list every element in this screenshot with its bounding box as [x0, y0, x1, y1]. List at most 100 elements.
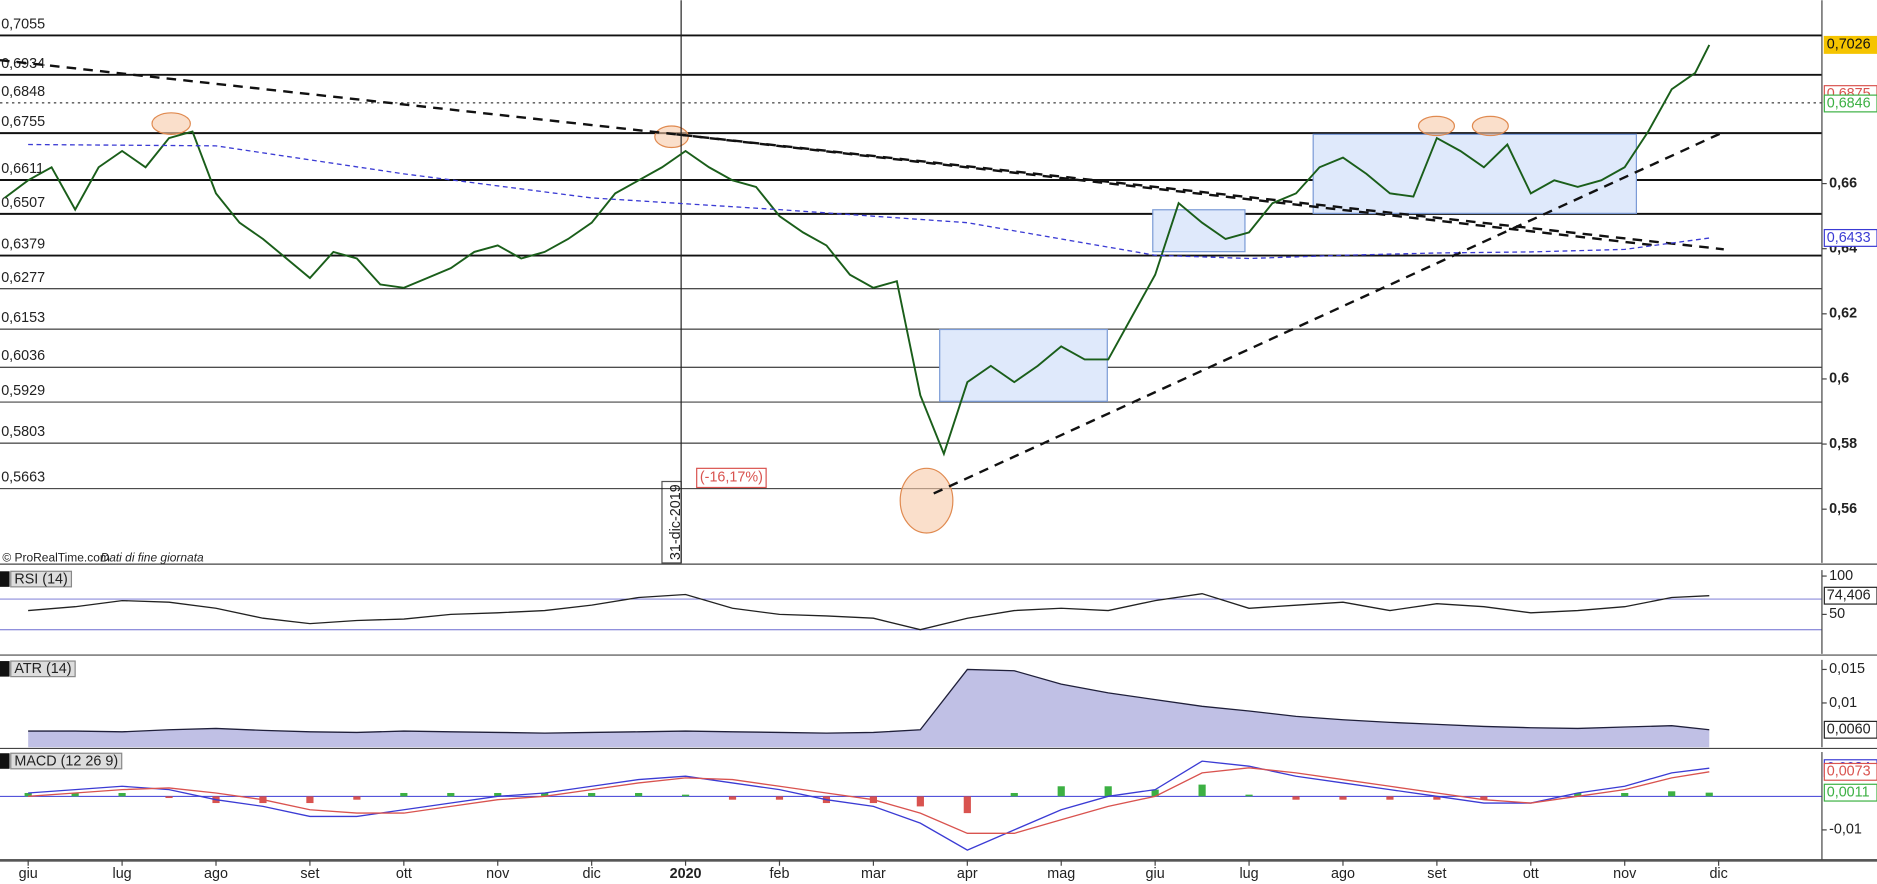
x-tick-label: dic	[582, 866, 600, 882]
histogram-bar	[1245, 794, 1253, 797]
panel-title: MACD (12 26 9)	[14, 753, 118, 769]
histogram-bar	[71, 792, 79, 797]
last-value-label: 74,406	[1827, 587, 1871, 603]
histogram-bar	[447, 792, 455, 797]
histogram-bar	[306, 796, 314, 804]
level-label: 0,5803	[1, 424, 45, 440]
histogram-bar	[400, 792, 408, 797]
panel-title: RSI (14)	[14, 571, 67, 587]
y-tick-label: 0,66	[1829, 175, 1857, 191]
histogram-bar	[916, 796, 924, 807]
x-tick-label: mar	[861, 866, 886, 882]
x-tick-label: dic	[1709, 866, 1727, 882]
panel-title: ATR (14)	[14, 661, 71, 677]
series-line	[28, 760, 1710, 851]
x-tick-label: lug	[113, 866, 132, 882]
histogram-bar	[775, 796, 784, 800]
histogram-bar	[118, 792, 126, 797]
last-value-label: 0,0073	[1827, 764, 1871, 780]
series-line	[4, 44, 1711, 457]
x-tick-label: set	[300, 866, 319, 882]
last-value-label: 0,6846	[1827, 95, 1871, 111]
level-label: 0,6379	[1, 237, 45, 253]
y-tick-label: 0,6	[1829, 371, 1849, 387]
last-value-box	[1823, 783, 1877, 802]
histogram-bar	[353, 796, 361, 800]
panel-title-box	[0, 661, 10, 677]
level-label: 0,7055	[1, 16, 45, 32]
level-label: 0,6153	[1, 310, 45, 326]
histogram-bar	[1151, 789, 1159, 797]
level-label: 0,6036	[1, 348, 45, 364]
date-label: 31-dic-2019	[668, 484, 684, 560]
series-line	[28, 668, 1710, 734]
x-tick-label: ott	[396, 866, 412, 882]
x-tick-label: nov	[1613, 866, 1637, 882]
last-value-label: 0,0011	[1827, 784, 1870, 800]
pct-label: (-16,17%)	[700, 470, 763, 486]
histogram-bar	[1705, 792, 1713, 797]
histogram-bar	[1480, 796, 1488, 800]
panel-title-bg	[10, 570, 73, 588]
y-tick-label: 0,01	[1829, 695, 1857, 711]
y-tick-label: 0,015	[1829, 661, 1865, 677]
x-tick-label: giu	[19, 866, 38, 882]
highlight	[654, 125, 689, 149]
level-label: 0,6755	[1, 114, 45, 130]
y-tick-label: -0,01	[1829, 822, 1862, 838]
range-box	[1152, 209, 1246, 253]
last-value-box	[1823, 35, 1877, 54]
histogram-bar	[963, 796, 971, 814]
histogram-bar	[494, 792, 502, 797]
source: © ProRealTime.com	[2, 550, 110, 564]
histogram-bar	[1010, 792, 1018, 797]
trendline	[933, 130, 1725, 495]
highlight	[151, 112, 191, 135]
panel-title-bg	[10, 752, 123, 770]
histogram-bar	[588, 792, 596, 797]
panel-title-box	[0, 753, 10, 769]
histogram-bar	[1621, 792, 1629, 797]
range-box	[1312, 133, 1637, 214]
level-label: 0,6277	[1, 270, 45, 286]
histogram-bar	[681, 794, 690, 797]
last-value-label: 0,0060	[1827, 722, 1871, 738]
pct-box	[696, 467, 767, 489]
x-tick-label: 2020	[670, 866, 702, 882]
last-value-label: 0,6433	[1827, 230, 1871, 246]
highlight	[1471, 115, 1509, 137]
histogram-bar	[165, 796, 173, 799]
histogram-bar	[1198, 784, 1206, 797]
x-tick-label: giu	[1146, 866, 1165, 882]
trendline	[0, 58, 1724, 251]
last-value-box	[1823, 586, 1877, 605]
histogram-bar	[1292, 796, 1300, 800]
x-tick-label: mag	[1047, 866, 1075, 882]
series-line	[28, 767, 1710, 834]
x-tick-label: nov	[486, 866, 510, 882]
x-tick-label: lug	[1239, 866, 1258, 882]
y-tick-label: 0,58	[1829, 436, 1857, 452]
last-value-box	[1823, 720, 1877, 739]
source-note: Dati di fine giornata	[101, 550, 204, 564]
last-value-label: 0,7026	[1827, 37, 1871, 53]
histogram-bar	[635, 792, 643, 797]
trendline	[676, 133, 1659, 247]
panel-title-box	[0, 571, 10, 587]
histogram-bar	[541, 792, 549, 797]
histogram-bar	[1668, 791, 1676, 797]
level-label: 0,6848	[1, 84, 45, 100]
histogram-bar	[728, 796, 737, 800]
series-line	[28, 143, 1710, 260]
range-box	[939, 328, 1108, 402]
histogram-bar	[1339, 796, 1347, 800]
y-tick-label: 0,56	[1829, 501, 1857, 517]
series-line	[28, 592, 1710, 631]
histogram-bar	[1433, 796, 1441, 800]
histogram-bar	[24, 792, 32, 797]
last-value-box	[1823, 762, 1877, 781]
x-tick-label: feb	[770, 866, 790, 882]
histogram-bar	[1104, 786, 1112, 797]
